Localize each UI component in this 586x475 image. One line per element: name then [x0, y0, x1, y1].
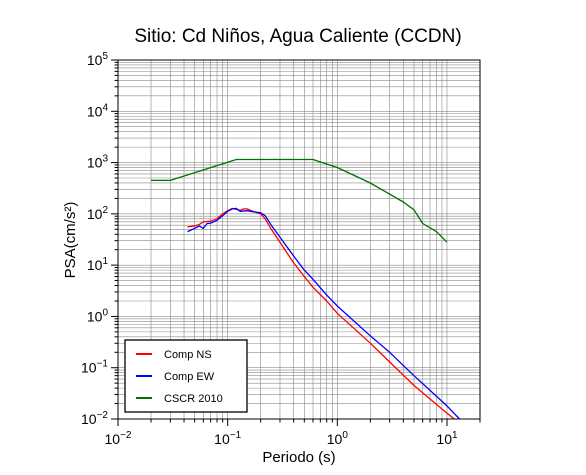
series-layer	[151, 158, 460, 419]
series-line-cscr-2010	[151, 158, 448, 243]
legend-label: Comp NS	[164, 349, 212, 361]
x-tick-label: 10−1	[214, 430, 241, 447]
x-tick-label: 101	[436, 430, 458, 447]
x-tick-label: 10−2	[105, 430, 132, 447]
y-tick-label: 102	[87, 205, 109, 222]
y-tick-label: 10−1	[81, 359, 108, 376]
legend-label: CSCR 2010	[164, 393, 223, 405]
legend: Comp NS Comp EW CSCR 2010	[124, 339, 248, 413]
ticks: 10−2 10−1 100 101 10−2 10−1 100 101 102 103 104 105	[81, 51, 481, 447]
x-tick-label: 100	[327, 430, 349, 447]
y-tick-label: 103	[87, 154, 109, 171]
chart-title: Sitio: Cd Niños, Agua Caliente (CCDN)	[134, 26, 461, 47]
y-axis-label: PSA(cm/s²)	[62, 202, 79, 279]
y-tick-label: 105	[87, 51, 109, 68]
plot-frame	[117, 59, 481, 420]
legend-label: Comp EW	[164, 371, 215, 383]
series-line-comp-ew	[187, 207, 460, 419]
x-axis-label: Periodo (s)	[262, 449, 335, 466]
y-tick-label: 101	[87, 256, 109, 273]
y-tick-label: 100	[87, 307, 109, 324]
grid	[117, 59, 481, 420]
y-tick-label: 104	[87, 102, 109, 119]
y-tick-label: 10−2	[81, 410, 108, 427]
